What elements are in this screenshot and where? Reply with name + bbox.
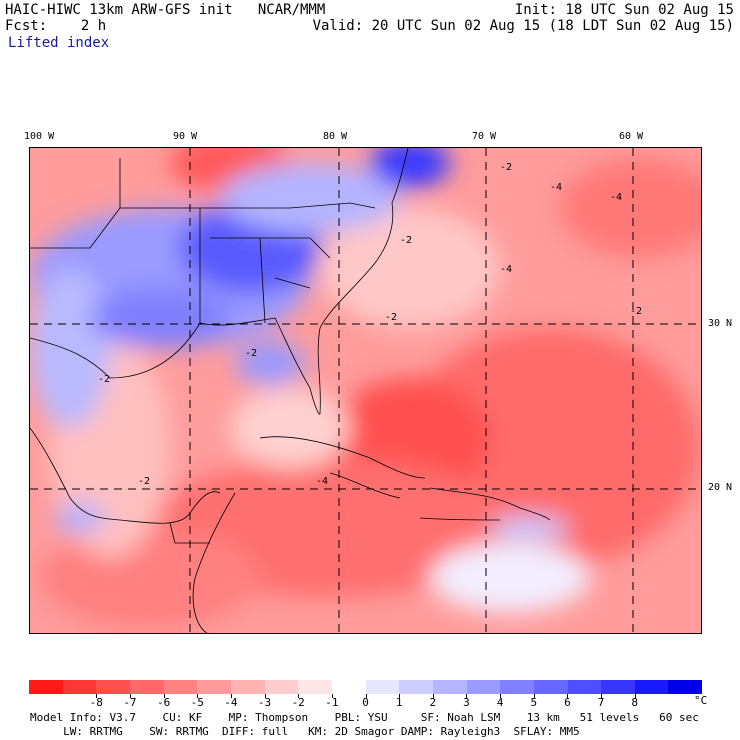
colorbar-tick-label: 7 xyxy=(597,696,605,709)
colorbar-swatch xyxy=(466,680,501,694)
colorbar xyxy=(29,680,703,694)
init-time: Init: 18 UTC Sun 02 Aug 15 xyxy=(514,2,734,18)
lat-label-30n: 30 N xyxy=(708,318,733,329)
contour-label: -2 xyxy=(630,306,642,317)
colorbar-tick xyxy=(466,694,468,698)
valid-time: Valid: 20 UTC Sun 02 Aug 15 (18 LDT Sun … xyxy=(312,18,734,34)
colorbar-tick xyxy=(331,694,333,698)
colorbar-tick xyxy=(197,694,199,698)
colorbar-tick xyxy=(500,694,502,698)
forecast-hour: Fcst: 2 h xyxy=(5,18,107,34)
contour-label: -2 xyxy=(138,476,150,487)
colorbar-tick-label: -8 xyxy=(89,696,103,709)
colorbar-tick-label: 3 xyxy=(463,696,470,709)
model-info-line1: Model Info: V3.7 CU: KF MP: Thompson PBL… xyxy=(30,711,699,724)
colorbar-tick xyxy=(298,694,300,698)
lat-label-20n: 20 N xyxy=(708,482,733,493)
colorbar-tick xyxy=(567,694,569,698)
colorbar-swatch xyxy=(129,680,164,694)
contour-label: -2 xyxy=(500,162,512,173)
lon-label-70w: 70 W xyxy=(472,131,497,142)
colorbar-tick xyxy=(129,694,131,698)
colorbar-tick-label: -1 xyxy=(325,696,339,709)
colorbar-tick xyxy=(432,694,434,698)
colorbar-swatch xyxy=(365,680,400,694)
colorbar-tick-label: 8 xyxy=(631,696,638,709)
colorbar-swatch xyxy=(298,680,332,694)
colorbar-tick xyxy=(634,694,636,698)
map-canvas: -2 -2 -2 -2 -2 -2 -4 -4 -4 -2 -4 xyxy=(30,148,701,633)
colorbar-tick-label: 1 xyxy=(395,696,403,709)
lifted-index-map: -2 -2 -2 -2 -2 -2 -4 -4 -4 -2 -4 xyxy=(29,147,702,634)
contour-label: -2 xyxy=(400,235,412,246)
colorbar-tick-label: -7 xyxy=(123,696,137,709)
colorbar-tick-label: -5 xyxy=(190,696,204,709)
graticule xyxy=(30,148,701,633)
colorbar-swatch xyxy=(432,680,467,694)
colorbar-tick-label: -6 xyxy=(156,696,171,709)
colorbar-tick-label: 4 xyxy=(496,696,504,709)
contour-labels: -2 -2 -2 -2 -2 -2 -4 -4 -4 -2 -4 xyxy=(98,162,642,487)
colorbar-unit: °C xyxy=(694,694,708,707)
contour-label: -4 xyxy=(316,476,328,487)
contour-label: -2 xyxy=(385,312,397,323)
colorbar-tick-label: 5 xyxy=(530,696,538,709)
colorbar-swatch xyxy=(533,680,568,694)
colorbar-tick-label: -4 xyxy=(224,696,238,709)
colorbar-tick xyxy=(96,694,98,698)
contour-label: -4 xyxy=(610,192,622,203)
model-info-line2: LW: RRTMG SW: RRTMG DIFF: full KM: 2D Sm… xyxy=(30,725,580,738)
colorbar-swatch xyxy=(96,680,130,694)
lon-label-80w: 80 W xyxy=(323,131,348,142)
colorbar-swatch xyxy=(264,680,299,694)
colorbar-swatch xyxy=(163,680,198,694)
coastlines xyxy=(30,148,551,633)
colorbar-tick-label: 6 xyxy=(564,696,571,709)
colorbar-swatch xyxy=(331,680,366,694)
colorbar-swatch xyxy=(62,680,97,694)
colorbar-swatch xyxy=(197,680,231,694)
colorbar-swatch xyxy=(500,680,534,694)
colorbar-swatch xyxy=(399,680,433,694)
lon-label-90w: 90 W xyxy=(173,131,198,142)
contour-label: -4 xyxy=(550,182,562,193)
colorbar-tick-label: 2 xyxy=(429,696,437,709)
colorbar-tick xyxy=(399,694,401,698)
colorbar-tick xyxy=(533,694,535,698)
contour-label: -2 xyxy=(98,374,110,385)
field-name: Lifted index xyxy=(8,35,110,51)
colorbar-swatch xyxy=(601,680,635,694)
lifted-index-shading xyxy=(30,148,701,628)
colorbar-tick xyxy=(163,694,165,698)
colorbar-swatch xyxy=(230,680,265,694)
colorbar-tick xyxy=(230,694,232,698)
lon-label-100w: 100 W xyxy=(24,131,55,142)
colorbar-tick-label: 0 xyxy=(362,696,369,709)
lon-label-60w: 60 W xyxy=(619,131,644,142)
colorbar-tick xyxy=(365,694,367,698)
contour-label: -4 xyxy=(500,264,512,275)
colorbar-tick xyxy=(264,694,266,698)
colorbar-swatch xyxy=(668,680,703,694)
model-title: HAIC-HIWC 13km ARW-GFS init NCAR/MMM xyxy=(5,2,326,18)
colorbar-tick-label: -3 xyxy=(257,696,272,709)
colorbar-tick-label: -2 xyxy=(291,696,305,709)
contour-label: -2 xyxy=(245,348,257,359)
colorbar-swatch xyxy=(634,680,669,694)
colorbar-tick xyxy=(601,694,603,698)
colorbar-swatch xyxy=(29,680,63,694)
colorbar-swatch xyxy=(567,680,602,694)
